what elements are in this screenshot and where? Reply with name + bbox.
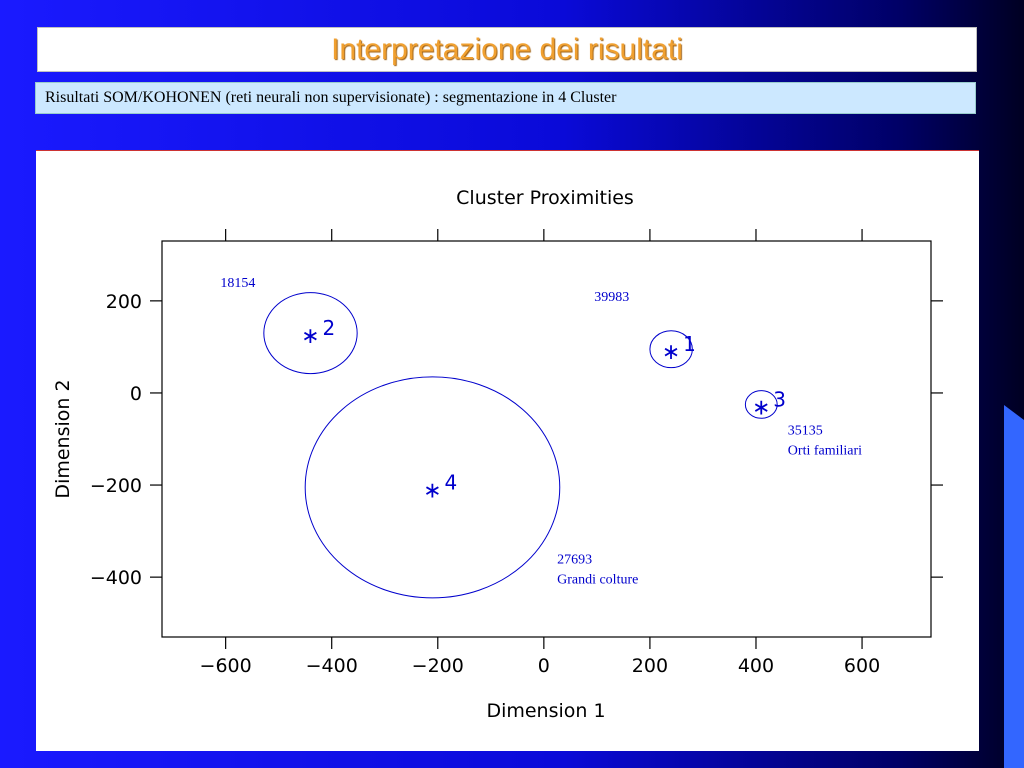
cluster-proximities-chart: Cluster Proximities −600 −400 −200 0 200 400 6… xyxy=(52,187,943,722)
x-tick-label: 0 xyxy=(538,655,550,677)
cluster-annotations: 18154 39983 35135 Orti familiari 27693 Grandi… xyxy=(220,276,862,587)
cluster-label: 4 xyxy=(444,470,457,494)
plot-panel: Cluster Proximities −600 −400 −200 0 200 400 6… xyxy=(36,150,979,751)
cluster-label: 2 xyxy=(322,316,335,340)
plot-frame xyxy=(161,240,932,638)
cluster-annotation-text: 39983 xyxy=(594,290,629,305)
page-subtitle: Risultati SOM/KOHONEN (reti neurali non … xyxy=(45,89,617,106)
cluster-circle xyxy=(304,376,561,599)
subtitle-bar: Risultati SOM/KOHONEN (reti neurali non … xyxy=(35,82,976,114)
cluster-marks: ∗ 1∗ 2∗ 3∗ 4 xyxy=(263,292,786,599)
cluster-circle xyxy=(649,330,693,369)
cluster-2: ∗ 2 xyxy=(263,292,358,375)
cluster-1: ∗ 1 xyxy=(649,330,696,369)
y-tick-label: 200 xyxy=(106,291,142,313)
cluster-centroid-marker: ∗ xyxy=(301,324,319,349)
x-tick-label: 400 xyxy=(738,655,774,677)
cluster-annotation-text: 18154 xyxy=(220,276,255,291)
cluster-centroid-marker: ∗ xyxy=(662,340,680,365)
y-axis-label: Dimension 2 xyxy=(52,379,74,498)
x-tick-label: 600 xyxy=(844,655,880,677)
decorative-corner-shape xyxy=(1004,405,1024,768)
x-tick-label: −200 xyxy=(412,655,464,677)
x-tick-label: −600 xyxy=(200,655,252,677)
cluster-circle xyxy=(744,390,778,419)
cluster-annotation-text: 35135 xyxy=(788,423,823,438)
cluster-centroid-marker: ∗ xyxy=(423,478,441,503)
cluster-circle xyxy=(263,292,358,375)
cluster-label: 1 xyxy=(683,332,696,356)
x-tick-label: −400 xyxy=(306,655,358,677)
cluster-4: ∗ 4 xyxy=(304,376,561,599)
cluster-label: 3 xyxy=(773,387,786,411)
cluster-annotation-text: Grandi colture xyxy=(557,572,638,587)
chart-title: Cluster Proximities xyxy=(456,187,634,209)
y-axis-ticks: −400 −200 0 200 xyxy=(90,291,943,589)
y-tick-label: 0 xyxy=(130,383,142,405)
page-title: Interpretazione dei risultati xyxy=(331,32,683,66)
x-axis-label: Dimension 1 xyxy=(486,700,605,722)
x-axis-ticks: −600 −400 −200 0 200 400 600 xyxy=(200,229,880,677)
x-tick-label: 200 xyxy=(632,655,668,677)
cluster-annotation-text: Orti familiari xyxy=(788,443,862,458)
title-bar: Interpretazione dei risultati xyxy=(37,27,977,72)
cluster-centroid-marker: ∗ xyxy=(752,395,770,420)
cluster-annotation-text: 27693 xyxy=(557,552,592,567)
y-tick-label: −200 xyxy=(90,475,142,497)
cluster-3: ∗ 3 xyxy=(744,387,786,420)
y-tick-label: −400 xyxy=(90,567,142,589)
